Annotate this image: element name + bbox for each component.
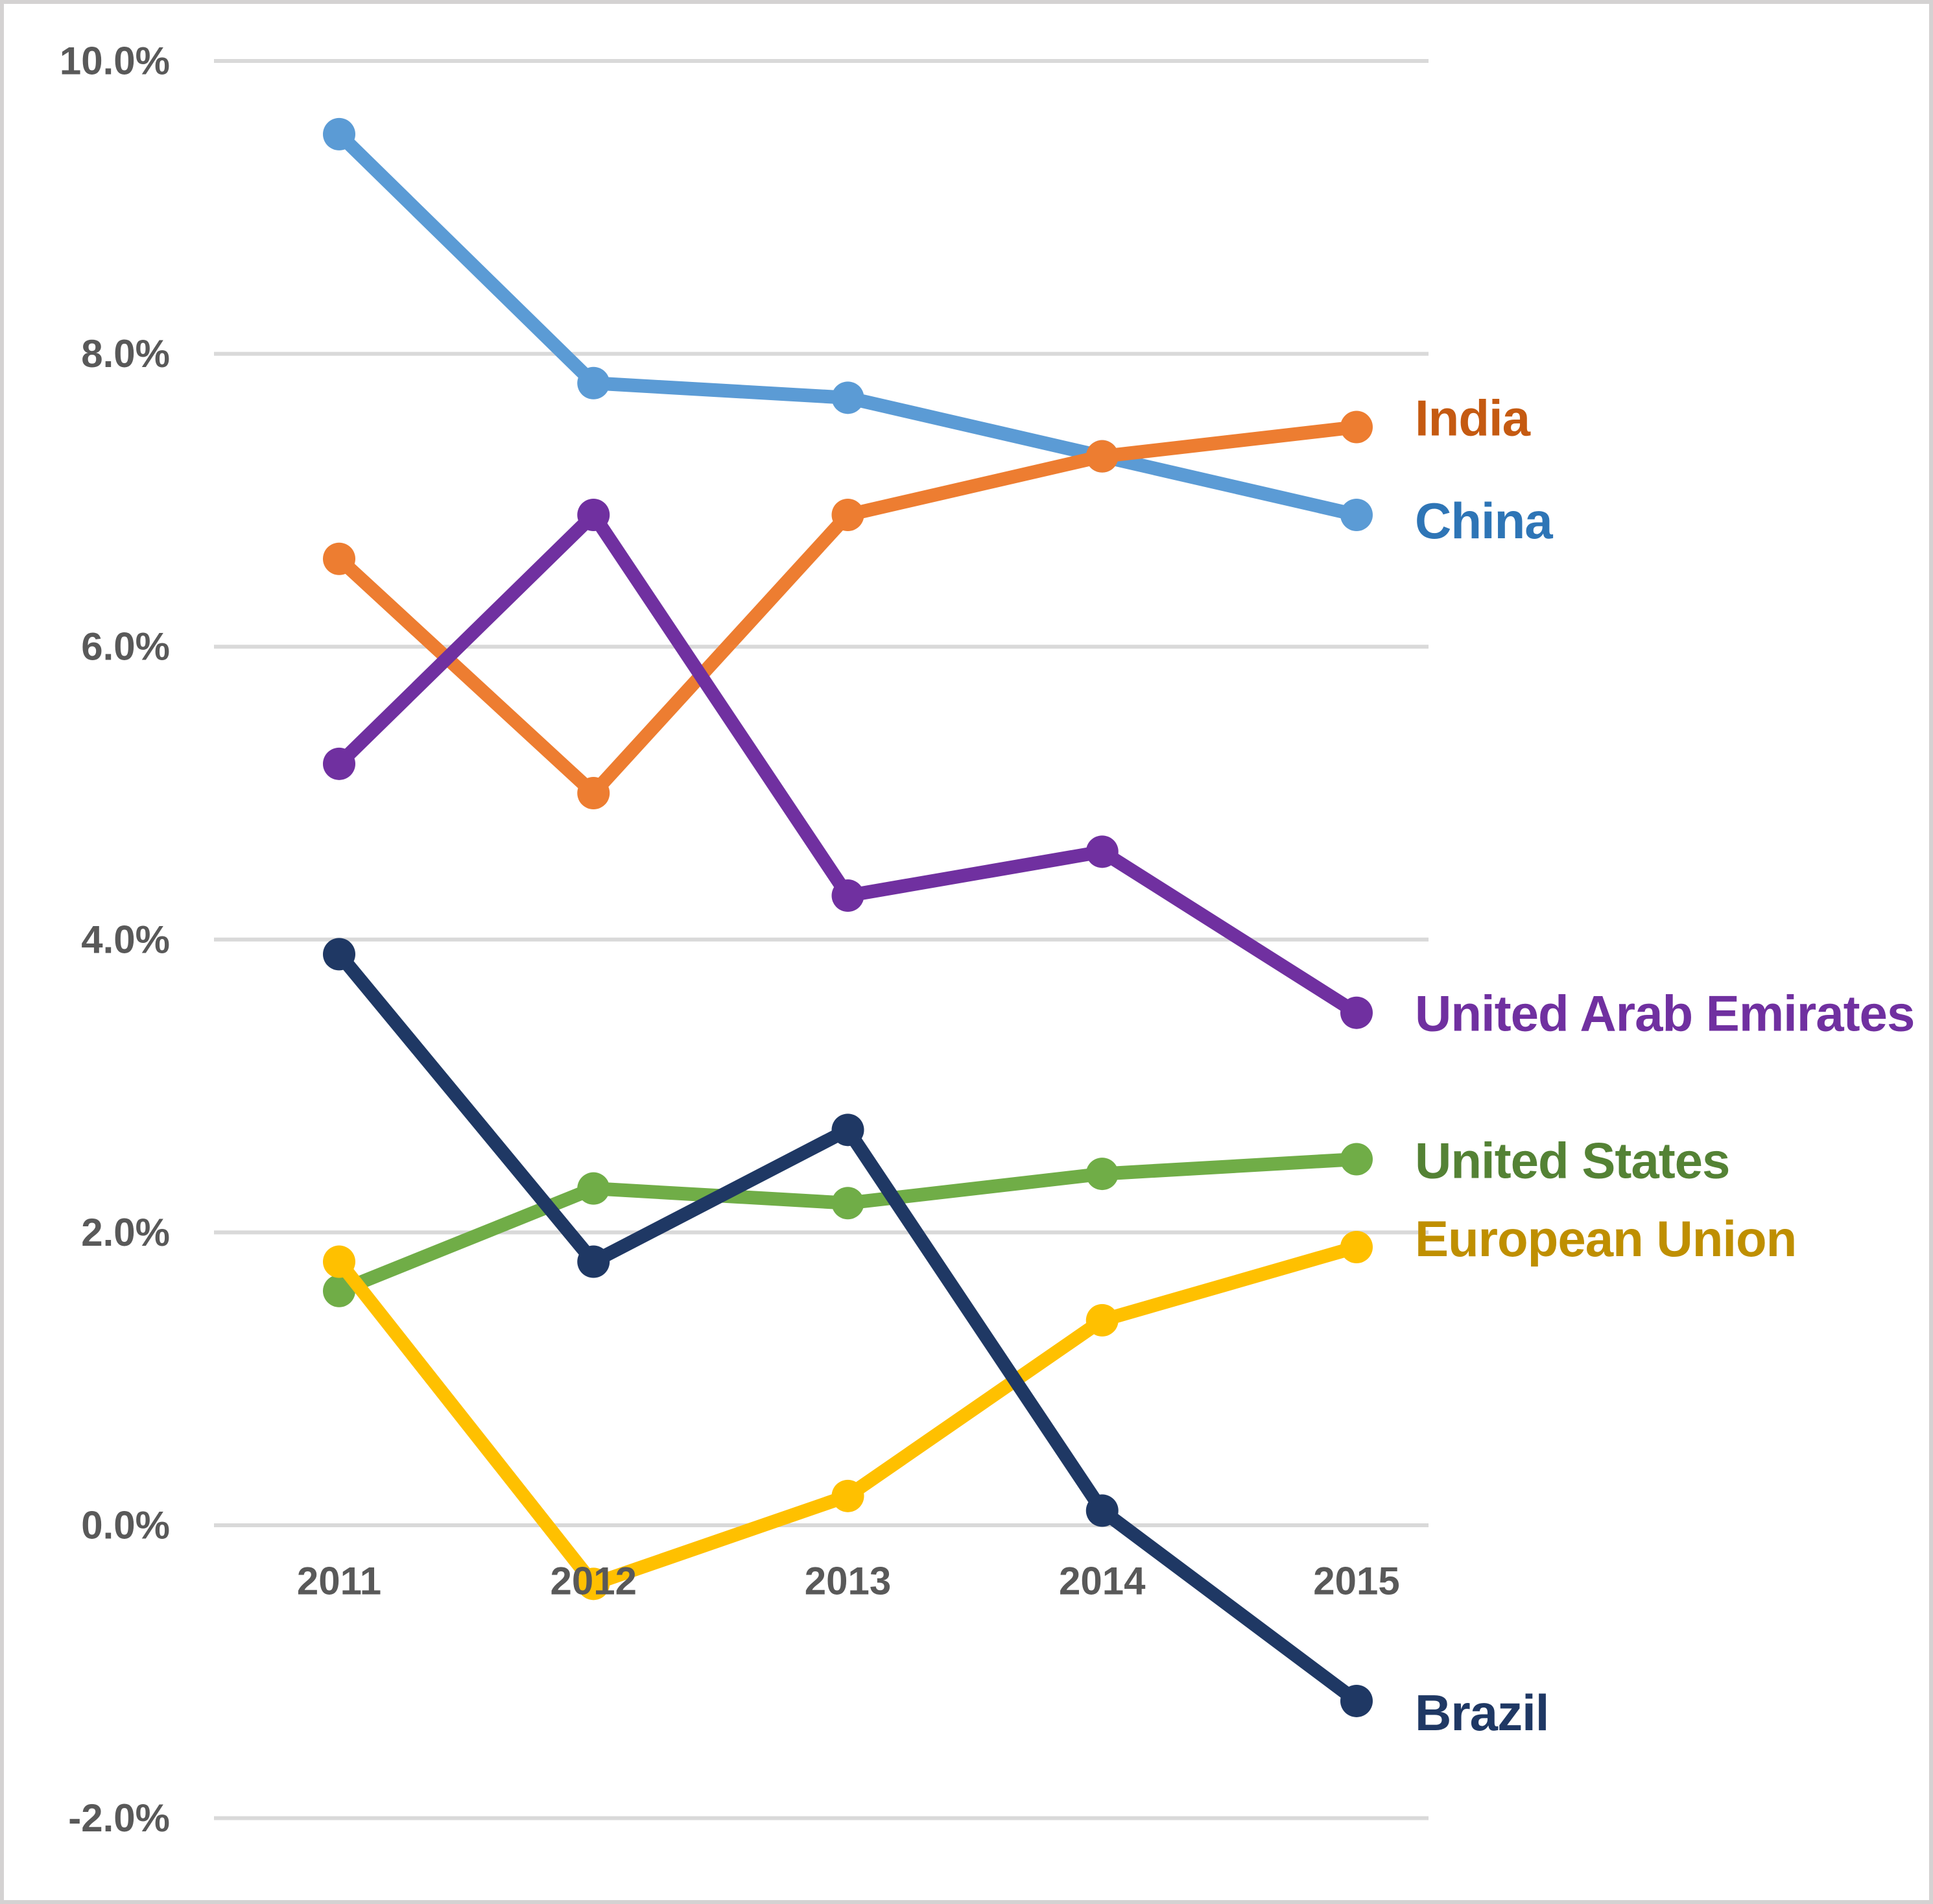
- data-point-european-union-2013: [831, 1479, 864, 1512]
- data-point-united-states-2013: [831, 1187, 864, 1220]
- data-point-india-2011: [323, 542, 355, 575]
- y-tick-label: 6.0%: [81, 625, 170, 669]
- series-united-states: [323, 1143, 1373, 1307]
- data-point-european-union-2015: [1340, 1230, 1373, 1263]
- y-tick-label: 10.0%: [60, 40, 170, 83]
- data-point-brazil-2013: [831, 1113, 864, 1147]
- series-brazil: [323, 938, 1373, 1717]
- series-label-china: China: [1415, 492, 1553, 549]
- series-united-arab-emirates: [323, 498, 1373, 1029]
- data-point-china-2015: [1340, 498, 1373, 531]
- gridlines: [214, 59, 1429, 1820]
- series-end-labels: China India United Arab Emirates United Sta…: [1415, 390, 1915, 1741]
- y-tick-label: 8.0%: [81, 332, 170, 375]
- data-point-china-2013: [831, 381, 864, 414]
- data-point-brazil-2014: [1085, 1494, 1119, 1527]
- data-point-united-states-2012: [577, 1172, 610, 1205]
- y-tick-label: 2.0%: [81, 1211, 170, 1254]
- data-point-european-union-2014: [1085, 1303, 1119, 1337]
- series-european-union: [323, 1230, 1373, 1601]
- series-label-european-union: European Union: [1415, 1210, 1796, 1267]
- data-point-united-states-2015: [1340, 1143, 1373, 1176]
- series-layer: [323, 117, 1373, 1717]
- y-tick-label: 4.0%: [81, 918, 170, 961]
- data-point-india-2012: [577, 777, 610, 809]
- series-label-united-states: United States: [1415, 1132, 1729, 1189]
- data-point-united-arab-emirates-2014: [1085, 835, 1119, 868]
- data-point-india-2014: [1085, 440, 1119, 473]
- x-tick-label-2013: 2013: [805, 1560, 891, 1603]
- data-point-brazil-2011: [323, 938, 355, 971]
- data-point-united-arab-emirates-2013: [831, 879, 864, 912]
- y-tick-label: 0.0%: [81, 1504, 170, 1547]
- x-tick-label-2012: 2012: [551, 1560, 637, 1603]
- series-label-india: India: [1415, 390, 1531, 447]
- x-tick-label-2014: 2014: [1059, 1560, 1146, 1603]
- data-point-united-states-2014: [1085, 1158, 1119, 1191]
- data-point-china-2012: [577, 366, 610, 399]
- data-point-european-union-2011: [323, 1245, 355, 1278]
- y-tick-label: -2.0%: [68, 1796, 170, 1840]
- data-point-india-2013: [831, 498, 864, 531]
- data-point-india-2015: [1340, 411, 1373, 444]
- data-point-united-arab-emirates-2015: [1340, 996, 1373, 1029]
- data-point-brazil-2015: [1340, 1684, 1373, 1717]
- series-india: [323, 411, 1373, 809]
- data-point-china-2011: [323, 117, 355, 150]
- data-point-brazil-2012: [577, 1245, 610, 1278]
- series-label-brazil: Brazil: [1415, 1684, 1548, 1741]
- data-point-united-arab-emirates-2012: [577, 498, 610, 531]
- y-axis-tick-labels: 10.0% 8.0% 6.0% 4.0% 2.0% 0.0% -2.0%: [60, 40, 170, 1840]
- x-tick-label-2015: 2015: [1313, 1560, 1399, 1603]
- x-tick-label-2011: 2011: [297, 1560, 381, 1603]
- series-label-united-arab-emirates: United Arab Emirates: [1415, 985, 1914, 1042]
- data-point-european-union-2012: [577, 1567, 610, 1601]
- x-axis-tick-labels: 2011 2012 2013 2014 2015: [297, 1560, 1400, 1603]
- data-point-united-arab-emirates-2011: [323, 747, 355, 780]
